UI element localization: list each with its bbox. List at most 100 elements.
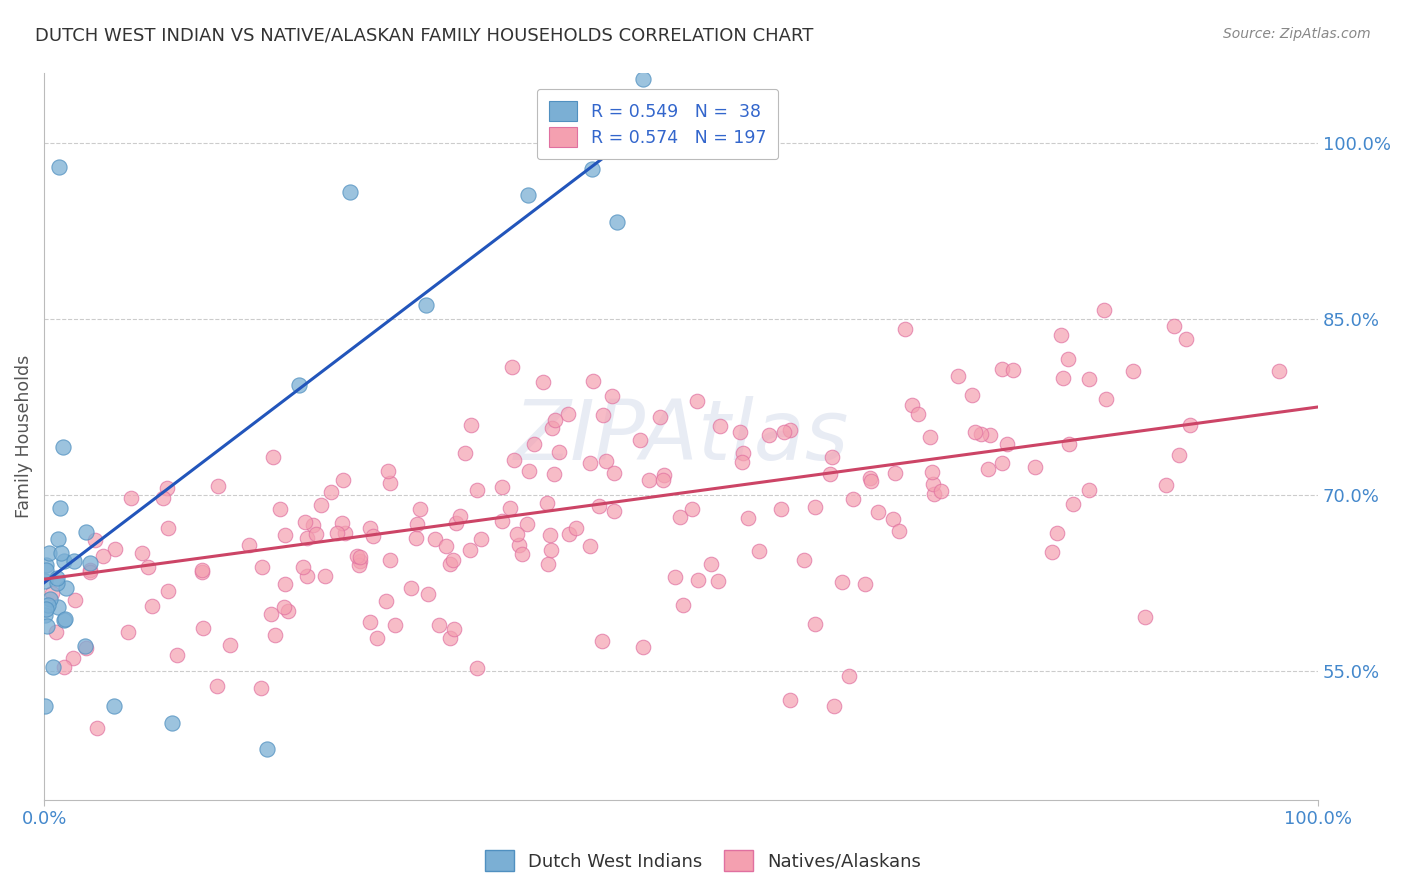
Point xyxy=(537,557,560,571)
Point xyxy=(256,742,278,756)
Point xyxy=(399,581,422,595)
Point xyxy=(669,510,692,524)
Point xyxy=(55,581,77,595)
Point xyxy=(274,528,297,542)
Point xyxy=(770,502,793,516)
Point xyxy=(136,560,159,574)
Point xyxy=(920,430,942,444)
Point xyxy=(156,584,179,599)
Point xyxy=(1078,483,1101,497)
Point xyxy=(523,436,546,450)
Point xyxy=(582,374,605,388)
Point xyxy=(249,681,271,696)
Point xyxy=(349,549,371,564)
Point xyxy=(970,427,993,442)
Point xyxy=(516,516,538,531)
Point xyxy=(859,471,882,485)
Point xyxy=(441,553,464,567)
Point xyxy=(1175,332,1198,346)
Point xyxy=(219,638,242,652)
Point xyxy=(887,524,910,538)
Point xyxy=(378,475,401,490)
Point xyxy=(853,577,876,591)
Point xyxy=(499,501,522,516)
Point xyxy=(443,623,465,637)
Point xyxy=(1163,318,1185,333)
Point xyxy=(330,516,353,531)
Point xyxy=(45,571,67,585)
Point xyxy=(557,407,579,421)
Point xyxy=(907,407,929,421)
Point xyxy=(737,511,759,525)
Point xyxy=(48,160,70,174)
Point xyxy=(434,539,457,553)
Point xyxy=(1092,302,1115,317)
Point xyxy=(652,473,675,487)
Point xyxy=(681,501,703,516)
Point xyxy=(948,368,970,383)
Point xyxy=(831,574,853,589)
Point xyxy=(321,484,343,499)
Point xyxy=(75,524,97,539)
Point xyxy=(366,631,388,645)
Point xyxy=(104,542,127,557)
Point xyxy=(73,639,96,653)
Point xyxy=(34,698,56,713)
Point xyxy=(52,613,75,627)
Point xyxy=(141,599,163,613)
Point xyxy=(491,514,513,528)
Point xyxy=(1268,363,1291,377)
Point xyxy=(700,557,723,571)
Point xyxy=(294,515,316,529)
Point xyxy=(384,617,406,632)
Point xyxy=(52,440,75,454)
Point xyxy=(533,375,555,389)
Y-axis label: Family Households: Family Households xyxy=(15,355,32,518)
Point xyxy=(707,574,730,588)
Point xyxy=(250,560,273,574)
Point xyxy=(46,532,69,546)
Point xyxy=(619,56,641,70)
Point xyxy=(538,528,561,542)
Point xyxy=(269,501,291,516)
Point xyxy=(425,532,447,546)
Point xyxy=(41,586,63,600)
Point xyxy=(37,599,59,613)
Point xyxy=(581,161,603,176)
Point xyxy=(543,467,565,481)
Point xyxy=(273,599,295,614)
Point xyxy=(35,618,58,632)
Point xyxy=(191,621,214,635)
Point xyxy=(804,500,827,514)
Point xyxy=(842,491,865,506)
Point xyxy=(1046,525,1069,540)
Point xyxy=(884,466,907,480)
Point xyxy=(309,498,332,512)
Point xyxy=(592,408,614,422)
Point xyxy=(929,483,952,498)
Point xyxy=(960,388,983,402)
Point xyxy=(191,563,214,577)
Text: DUTCH WEST INDIAN VS NATIVE/ALASKAN FAMILY HOUSEHOLDS CORRELATION CHART: DUTCH WEST INDIAN VS NATIVE/ALASKAN FAMI… xyxy=(35,27,814,45)
Point xyxy=(160,716,183,731)
Point xyxy=(1056,352,1078,367)
Point xyxy=(664,570,686,584)
Point xyxy=(838,669,860,683)
Point xyxy=(63,554,86,568)
Point xyxy=(238,538,260,552)
Point xyxy=(38,546,60,560)
Point xyxy=(45,625,67,640)
Point xyxy=(207,478,229,492)
Point xyxy=(380,553,402,567)
Point xyxy=(882,512,904,526)
Point xyxy=(638,473,661,487)
Point xyxy=(465,661,488,675)
Point xyxy=(731,455,754,469)
Point xyxy=(758,428,780,442)
Point xyxy=(361,529,384,543)
Point xyxy=(517,188,540,202)
Point xyxy=(418,587,440,601)
Point xyxy=(449,508,471,523)
Point xyxy=(510,547,533,561)
Point xyxy=(205,679,228,693)
